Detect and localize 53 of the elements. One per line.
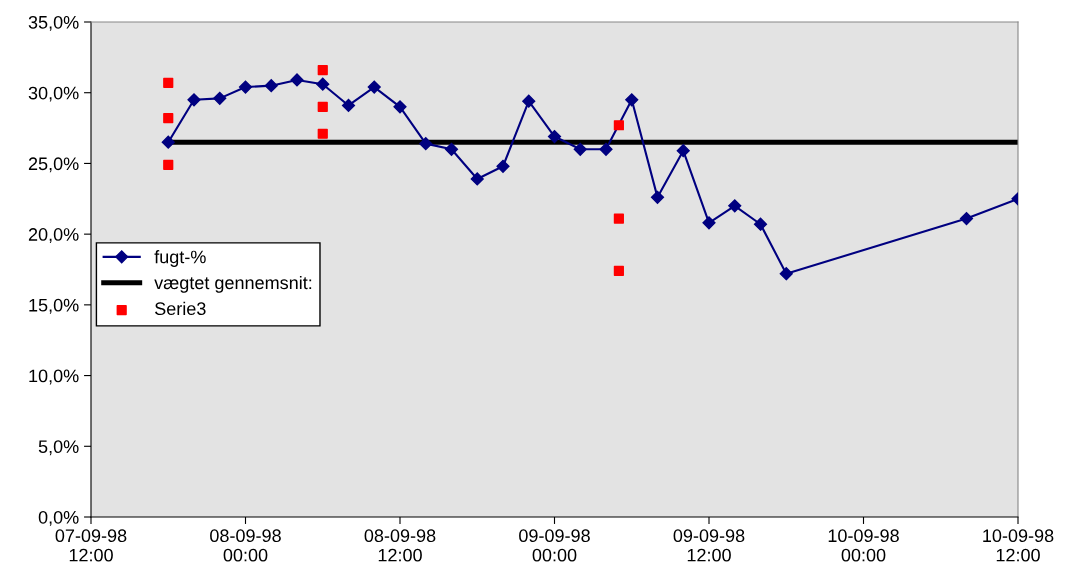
point: [316, 77, 330, 91]
legend-label: vægtet gennemsnit:: [154, 275, 312, 293]
point: [547, 129, 562, 144]
point: [613, 213, 624, 224]
point: [341, 98, 356, 113]
point: [393, 100, 407, 114]
point: [702, 216, 716, 230]
x-tick-label: 08-09-98 00:00: [210, 529, 281, 562]
point: [290, 73, 304, 87]
x-tick-label: 07-09-98 12:00: [55, 529, 127, 562]
point: [959, 211, 974, 226]
y-tick-label: 15,0%: [29, 298, 79, 314]
point: [161, 135, 175, 149]
point: [317, 64, 328, 76]
y-tick-label: 30,0%: [28, 86, 79, 102]
point: [163, 159, 174, 170]
y-tick-label: 10,0%: [29, 369, 79, 385]
point: [676, 144, 690, 158]
point: [470, 172, 484, 186]
point: [238, 80, 253, 94]
y-tick-label: 25,0%: [28, 157, 79, 173]
point: [650, 190, 665, 204]
point: [728, 199, 742, 213]
point: [779, 267, 793, 281]
y-tick-label: 5,0%: [38, 440, 79, 456]
x-tick-label: 09-09-98 12:00: [673, 529, 745, 562]
point: [753, 217, 768, 231]
y-tick-label: 35,0%: [28, 15, 79, 31]
point: [522, 94, 536, 108]
point: [444, 142, 459, 156]
x-tick-label: 10-09-98 00:00: [828, 529, 899, 562]
point: [613, 265, 624, 277]
point: [573, 142, 587, 156]
point: [367, 80, 381, 94]
legend-label: Serie3: [155, 301, 206, 316]
point: [496, 159, 510, 173]
y-tick-label: 20,0%: [28, 228, 79, 243]
point: [317, 101, 328, 112]
point: [264, 79, 278, 93]
y-tick-label: 0,0%: [38, 510, 79, 526]
point: [419, 137, 433, 151]
point: [317, 128, 328, 139]
point: [163, 77, 174, 88]
legend-label: fugt-%: [154, 250, 206, 267]
point: [613, 120, 624, 131]
point: [187, 93, 201, 107]
point: [625, 93, 639, 107]
x-tick-label: 08-09-98 12:00: [364, 529, 436, 562]
x-tick-label: 10-09-98 12:00: [983, 529, 1054, 562]
point: [599, 142, 613, 156]
x-tick-label: 09-09-98 00:00: [519, 529, 590, 562]
point: [213, 91, 227, 105]
point: [163, 113, 174, 124]
